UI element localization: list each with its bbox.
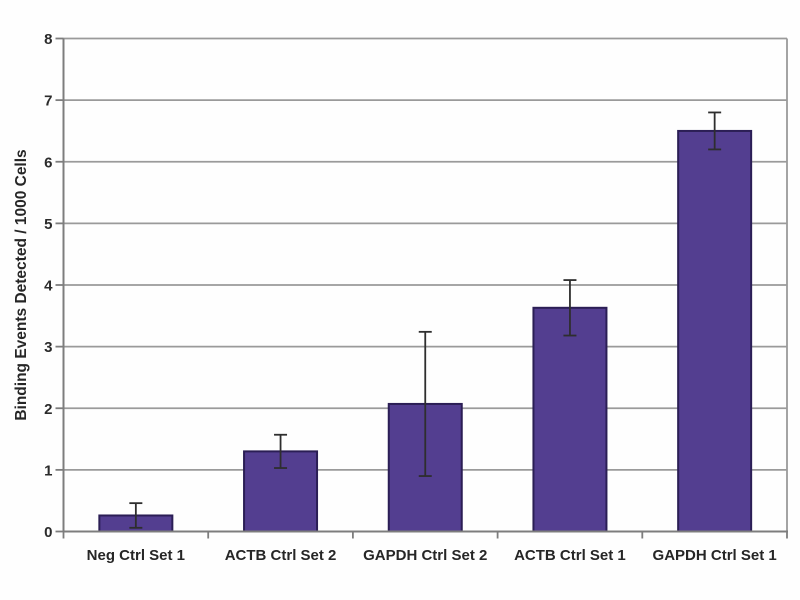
- x-axis-label: ACTB Ctrl Set 2: [225, 547, 337, 564]
- y-axis-tick-label: 4: [44, 278, 53, 295]
- y-axis-tick-label: 3: [44, 339, 52, 356]
- y-axis-tick-label: 1: [44, 462, 52, 479]
- y-axis-tick-label: 5: [44, 216, 52, 233]
- y-axis-tick-label: 0: [44, 524, 52, 541]
- y-axis-title: Binding Events Detected / 1000 Cells: [13, 149, 30, 421]
- bar: [677, 129, 753, 533]
- x-axis-label: Neg Ctrl Set 1: [87, 547, 185, 564]
- x-axis-label: GAPDH Ctrl Set 2: [363, 547, 487, 564]
- y-axis-tick-label: 7: [44, 93, 52, 110]
- x-axis-label: GAPDH Ctrl Set 1: [653, 547, 777, 564]
- y-axis-tick-label: 8: [44, 31, 52, 48]
- y-axis-tick-label: 2: [44, 401, 52, 418]
- bar: [532, 306, 608, 533]
- x-axis-label: ACTB Ctrl Set 1: [514, 547, 626, 564]
- y-axis-tick-label: 6: [44, 154, 52, 171]
